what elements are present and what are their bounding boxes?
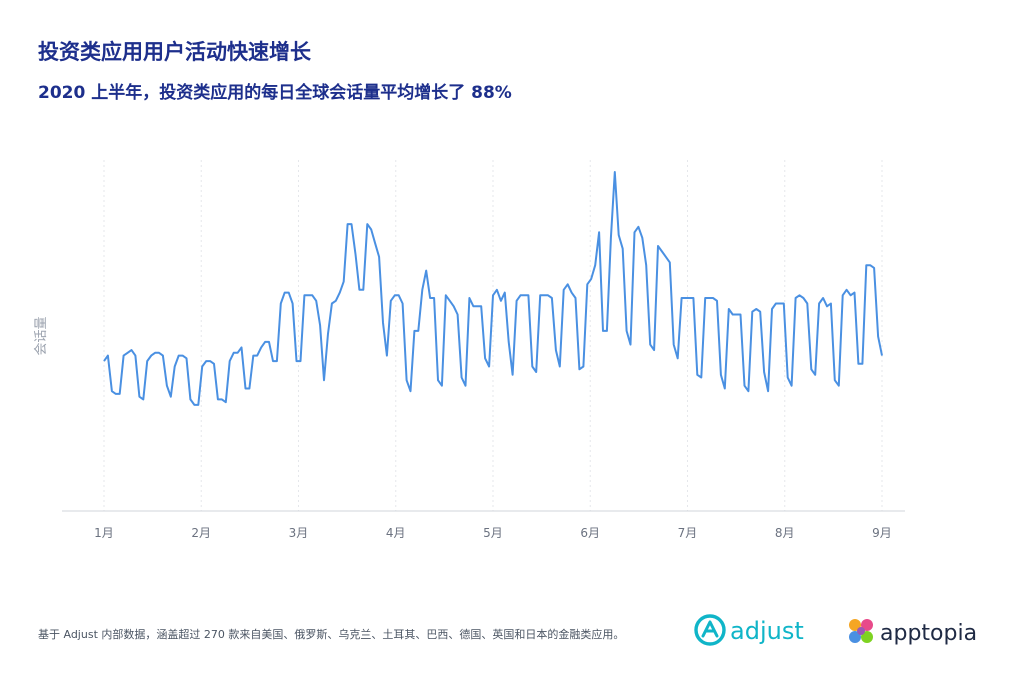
x-tick-label: 9月 [872,526,892,540]
footnote: 基于 Adjust 内部数据，涵盖超过 270 款来自美国、俄罗斯、乌克兰、土耳… [38,628,625,641]
gridlines [103,160,883,511]
x-tick-label: 8月 [775,526,795,540]
chart-title: 投资类应用用户活动快速增长 [38,40,311,64]
apptopia-logo-icon [849,619,873,643]
apptopia-logo: apptopia [849,619,977,646]
x-tick-label: 2月 [191,526,211,540]
apptopia-logo-text: apptopia [880,621,977,646]
chart-subtitle: 2020 上半年，投资类应用的每日全球会话量平均增长了 88% [38,83,512,103]
x-axis-ticks: 1月 2月 3月 4月 5月 6月 7月 8月 9月 [94,526,892,540]
x-tick-label: 1月 [94,526,114,540]
adjust-logo-text: adjust [730,617,804,645]
adjust-logo-icon [694,614,726,646]
y-axis-label: 会话量 [34,316,49,355]
x-tick-label: 5月 [483,526,503,540]
x-tick-label: 4月 [386,526,406,540]
x-tick-label: 6月 [580,526,600,540]
x-tick-label: 7月 [678,526,698,540]
adjust-logo: adjust [694,614,804,646]
x-tick-label: 3月 [289,526,309,540]
series-line-sessions [103,171,883,406]
